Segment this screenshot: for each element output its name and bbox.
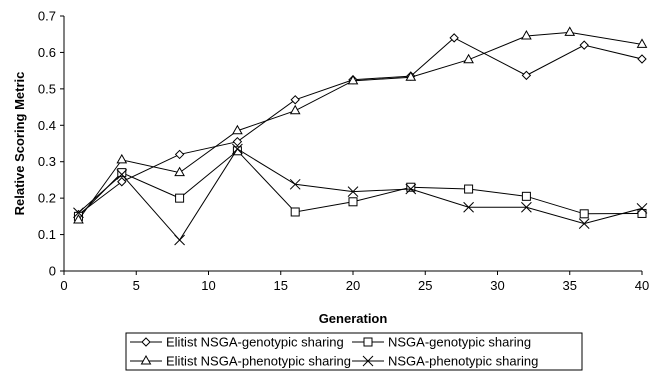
- legend-marker: [141, 337, 151, 347]
- x-tick-label: 25: [418, 278, 432, 293]
- data-point: [464, 184, 474, 194]
- data-point: [347, 74, 359, 85]
- x-tick-label: 40: [635, 278, 649, 293]
- data-point: [406, 182, 416, 192]
- legend-marker: [140, 354, 152, 365]
- legend: Elitist NSGA-genotypic sharing NSGA-genot…: [125, 332, 583, 371]
- data-point: [290, 207, 300, 217]
- data-point: [175, 193, 185, 203]
- data-point: [290, 95, 300, 105]
- series-line: [78, 31, 643, 221]
- data-point: [289, 104, 301, 115]
- data-point: [232, 146, 242, 156]
- x-tick-label: 10: [201, 278, 215, 293]
- y-tick-label: 0: [49, 264, 56, 279]
- data-point: [117, 168, 127, 178]
- y-tick-label: 0.4: [38, 118, 56, 133]
- x-axis: 0 5 10 15 20 25 30 35 40: [60, 271, 649, 293]
- data-point: [174, 149, 185, 160]
- data-point: [174, 166, 185, 177]
- y-tick-label: 0.5: [38, 81, 56, 96]
- data-point: [73, 213, 84, 224]
- data-point: [636, 38, 648, 48]
- y-tick-label: 0.3: [38, 154, 56, 169]
- data-point: [579, 209, 589, 219]
- legend-entry: NSGA-genotypic sharing: [352, 335, 531, 350]
- data-point: [116, 153, 128, 164]
- data-point: [289, 178, 301, 190]
- data-point: [232, 143, 243, 155]
- plot-area: [63, 16, 642, 272]
- data-point: [637, 208, 647, 218]
- data-point: [73, 207, 84, 219]
- legend-entry: NSGA-phenotypic sharing: [352, 354, 538, 369]
- y-axis: 0 0.1 0.2 0.3 0.4 0.5 0.6 0.7: [38, 9, 64, 279]
- series-line: [78, 37, 643, 215]
- data-point: [564, 26, 576, 36]
- data-point: [521, 70, 532, 81]
- legend-box: [125, 332, 583, 371]
- legend-label: NSGA-genotypic sharing: [388, 335, 531, 350]
- series-line: [78, 150, 643, 217]
- legend-marker: [363, 337, 373, 347]
- y-tick-label: 0.6: [38, 45, 56, 60]
- data-point: [347, 186, 359, 197]
- data-point: [232, 136, 243, 147]
- x-axis-title: Generation: [319, 311, 388, 326]
- series-layer: [73, 26, 648, 246]
- y-tick-label: 0.7: [38, 9, 56, 24]
- data-point: [578, 218, 590, 229]
- legend-entry: Elitist NSGA-genotypic sharing: [130, 335, 344, 350]
- legend-label: NSGA-phenotypic sharing: [388, 354, 538, 369]
- data-point: [637, 54, 647, 64]
- series-square: [73, 146, 647, 221]
- legend-label: Elitist NSGA-genotypic sharing: [166, 335, 344, 350]
- series-x: [73, 143, 648, 246]
- data-point: [463, 53, 474, 64]
- x-tick-label: 5: [133, 278, 140, 293]
- data-point: [449, 33, 459, 43]
- legend-label: Elitist NSGA-phenotypic sharing: [166, 354, 351, 369]
- data-point: [232, 124, 243, 135]
- data-point: [117, 177, 127, 187]
- data-point: [348, 197, 358, 207]
- data-point: [521, 201, 532, 213]
- data-point: [174, 234, 185, 246]
- x-tick-label: 20: [346, 278, 360, 293]
- data-point: [579, 40, 589, 50]
- data-point: [463, 201, 474, 213]
- data-point: [405, 183, 417, 195]
- y-tick-label: 0.2: [38, 191, 56, 206]
- x-tick-label: 0: [60, 278, 67, 293]
- data-point: [636, 202, 648, 214]
- data-point: [405, 71, 417, 81]
- data-point: [521, 191, 531, 201]
- x-tick-label: 15: [274, 278, 288, 293]
- legend-marker: [362, 355, 374, 367]
- x-tick-label: 35: [563, 278, 577, 293]
- y-tick-label: 0.1: [38, 227, 56, 242]
- data-point: [521, 30, 532, 40]
- legend-entry: Elitist NSGA-phenotypic sharing: [130, 354, 351, 369]
- y-axis-title: Relative Scoring Metric: [12, 72, 27, 216]
- series-triangle: [73, 26, 648, 224]
- x-tick-label: 30: [490, 278, 504, 293]
- data-point: [116, 169, 128, 180]
